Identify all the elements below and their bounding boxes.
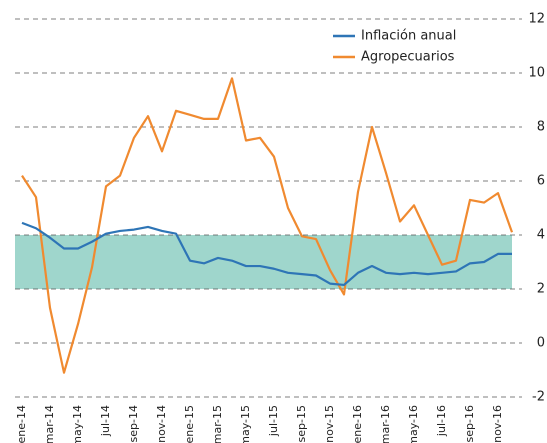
x-tick-label: sep-14: [127, 405, 140, 442]
y-tick-label: 2: [537, 282, 545, 297]
x-tick-label: nov-15: [323, 405, 336, 443]
x-tick-label: ene-14: [15, 405, 28, 443]
legend-label: Inflación anual: [361, 29, 456, 44]
target-band: [15, 235, 512, 289]
y-tick-label: 6: [537, 174, 545, 189]
x-tick-label: jul-16: [435, 405, 448, 437]
x-tick-label: sep-16: [463, 405, 476, 442]
x-tick-label: mar-15: [211, 405, 224, 443]
x-tick-label: sep-15: [295, 405, 308, 442]
y-tick-label: -2: [532, 390, 545, 405]
y-tick-label: 12: [528, 12, 545, 27]
x-tick-label: may-16: [407, 405, 420, 443]
x-tick-label: ene-15: [183, 405, 196, 443]
x-tick-label: mar-16: [379, 405, 392, 443]
y-tick-label: 10: [528, 66, 545, 81]
series-line: [21, 77, 514, 374]
y-tick-label: 4: [537, 228, 545, 243]
x-tick-label: nov-14: [155, 405, 168, 443]
x-tick-label: ene-16: [351, 405, 364, 443]
x-tick-label: nov-16: [491, 405, 504, 443]
x-tick-label: mar-14: [43, 405, 56, 443]
series-line: [21, 221, 512, 287]
y-tick-label: 0: [537, 336, 545, 351]
legend-label: Agropecuarios: [361, 50, 455, 65]
x-tick-label: jul-15: [267, 405, 280, 437]
x-tick-label: may-14: [71, 405, 84, 443]
x-tick-label: jul-14: [99, 405, 112, 437]
y-tick-label: 8: [537, 120, 545, 135]
x-tick-label: may-15: [239, 405, 252, 443]
